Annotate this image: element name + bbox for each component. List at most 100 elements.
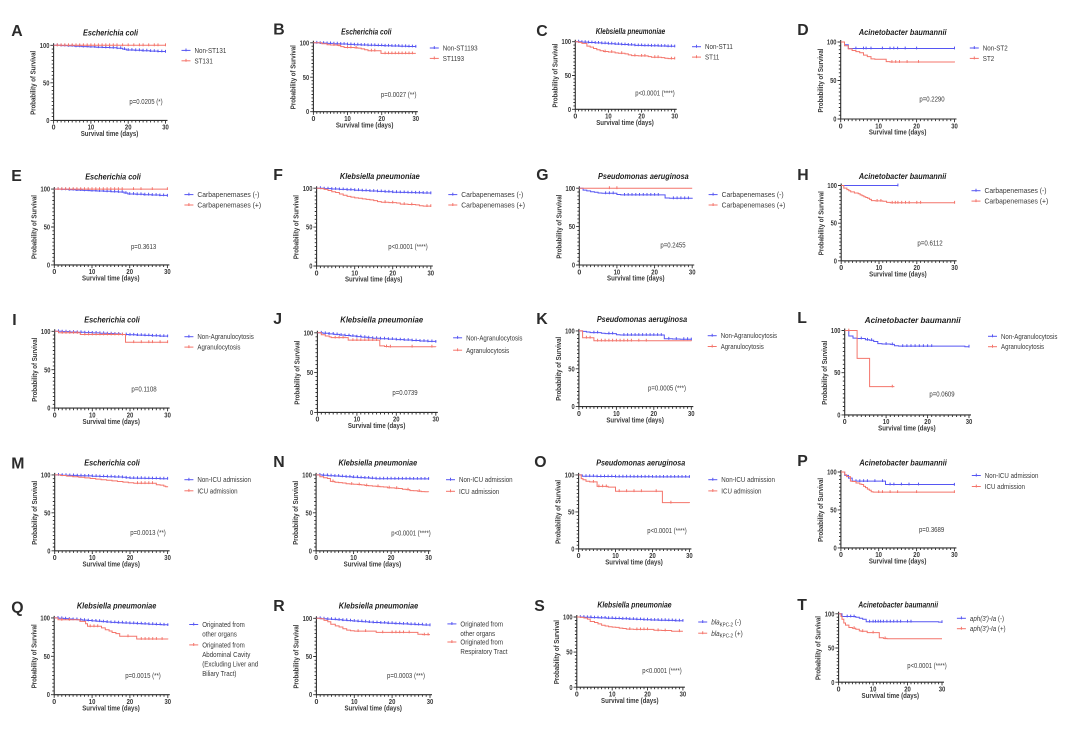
svg-text:p=0.3613: p=0.3613 [131,244,156,251]
svg-text:100: 100 [827,470,837,477]
svg-text:Non-ICU admission: Non-ICU admission [459,475,513,484]
svg-text:0: 0 [839,265,843,272]
svg-text:p<0.0001 (****): p<0.0001 (****) [907,663,946,670]
svg-text:Carbapenemases (-): Carbapenemases (-) [197,190,259,199]
svg-text:ICU admission: ICU admission [985,482,1025,491]
svg-text:Survival time (days): Survival time (days) [344,562,402,569]
svg-text:20: 20 [378,116,385,123]
svg-text:Klebsiella pneumoniae: Klebsiella pneumoniae [597,600,671,610]
svg-text:0: 0 [315,417,319,424]
svg-text:0: 0 [306,109,309,116]
svg-text:50: 50 [566,650,572,657]
svg-text:30: 30 [966,419,973,426]
svg-text:50: 50 [828,646,834,653]
svg-text:0: 0 [309,264,312,271]
svg-text:Probability of Survival: Probability of Survival [294,624,301,688]
svg-text:Survival time (days): Survival time (days) [344,705,402,712]
svg-text:0: 0 [53,555,57,562]
svg-text:10: 10 [351,270,358,277]
svg-text:Pseudomonas aeruginosa: Pseudomonas aeruginosa [596,457,685,467]
svg-text:100: 100 [40,615,50,622]
svg-text:10: 10 [883,419,890,426]
svg-text:B: B [273,21,284,38]
svg-text:50: 50 [834,370,840,377]
svg-text:Probability of Survival: Probability of Survival [32,481,39,545]
svg-text:Carbapenemases (+): Carbapenemases (+) [985,197,1049,206]
svg-text:10: 10 [354,417,361,424]
svg-text:Probability of Survival: Probability of Survival [294,195,301,259]
svg-text:Originated from: Originated from [202,640,245,649]
svg-text:0: 0 [575,692,579,699]
svg-text:Klebsiella pneumoniae: Klebsiella pneumoniae [340,315,423,325]
svg-text:10: 10 [613,411,620,418]
svg-text:Probability of Survival: Probability of Survival [552,43,559,107]
svg-text:10: 10 [88,125,95,132]
svg-text:Survival time (days): Survival time (days) [878,426,936,433]
svg-text:H: H [797,167,808,184]
svg-text:0: 0 [309,692,312,699]
svg-text:F: F [273,167,283,184]
svg-text:Survival time (days): Survival time (days) [82,705,140,712]
svg-text:Carbapenemases (+): Carbapenemases (+) [461,201,525,210]
svg-text:0: 0 [577,269,581,276]
svg-text:Carbapenemases (-): Carbapenemases (-) [985,186,1047,195]
svg-text:Originated from: Originated from [460,619,503,628]
svg-text:I: I [12,312,16,329]
svg-text:Probability of Survival: Probability of Survival [822,341,829,405]
svg-text:R: R [273,598,285,615]
svg-text:Q: Q [11,599,23,616]
svg-text:100: 100 [563,615,573,622]
svg-text:Survival time (days): Survival time (days) [869,272,927,279]
svg-text:30: 30 [686,553,693,560]
svg-text:100: 100 [302,472,312,479]
svg-text:Escherichia coli: Escherichia coli [84,458,140,468]
svg-text:10: 10 [876,265,883,272]
svg-text:Survival time (days): Survival time (days) [82,419,140,426]
svg-text:20: 20 [651,411,658,418]
svg-text:100: 100 [566,186,576,193]
svg-text:D: D [797,22,808,39]
svg-text:20: 20 [393,417,400,424]
svg-text:Survival time (days): Survival time (days) [336,122,394,129]
svg-text:100: 100 [304,330,314,337]
svg-text:Survival time (days): Survival time (days) [82,562,140,569]
svg-text:Acinetobacter baumannii: Acinetobacter baumannii [858,27,947,37]
svg-text:50: 50 [43,80,49,87]
svg-text:Probability of Survival: Probability of Survival [816,616,823,680]
svg-text:Survival time (days): Survival time (days) [596,120,654,127]
svg-text:30: 30 [680,692,687,699]
svg-text:100: 100 [303,186,313,193]
svg-text:P: P [797,453,808,470]
svg-text:Klebsiella pneumoniae: Klebsiella pneumoniae [338,457,417,467]
svg-text:K: K [536,311,548,328]
svg-text:0: 0 [568,107,571,114]
svg-text:Probability of Survival: Probability of Survival [31,624,38,688]
svg-text:0: 0 [46,118,49,125]
svg-text:J: J [273,311,282,328]
svg-text:p=0.1108: p=0.1108 [131,387,156,394]
svg-text:20: 20 [651,269,658,276]
svg-text:0: 0 [834,258,837,265]
svg-text:30: 30 [425,555,432,562]
svg-text:30: 30 [164,412,171,419]
svg-text:Probability of Survival: Probability of Survival [556,480,563,544]
svg-text:Originated from: Originated from [460,638,503,647]
svg-text:Probability of Survival: Probability of Survival [554,620,561,684]
svg-text:p=0.0739: p=0.0739 [392,390,417,397]
svg-text:100: 100 [41,329,51,336]
svg-text:Escherichia coli: Escherichia coli [83,28,139,38]
svg-text:100: 100 [825,611,835,618]
svg-text:p=0.3689: p=0.3689 [919,527,944,534]
svg-text:aph(3')-Ia (+): aph(3')-Ia (+) [970,626,1006,634]
svg-text:0: 0 [47,548,50,555]
svg-text:Probability of Survival: Probability of Survival [291,45,298,109]
svg-text:Klebsiella pneumoniae: Klebsiella pneumoniae [340,171,420,181]
svg-text:50: 50 [44,367,50,374]
svg-text:100: 100 [827,183,837,190]
svg-text:100: 100 [41,187,51,194]
svg-text:Carbapenemases (-): Carbapenemases (-) [722,190,784,199]
svg-text:0: 0 [834,545,837,552]
svg-text:50: 50 [44,225,50,232]
svg-text:20: 20 [127,555,134,562]
svg-text:100: 100 [562,39,572,46]
